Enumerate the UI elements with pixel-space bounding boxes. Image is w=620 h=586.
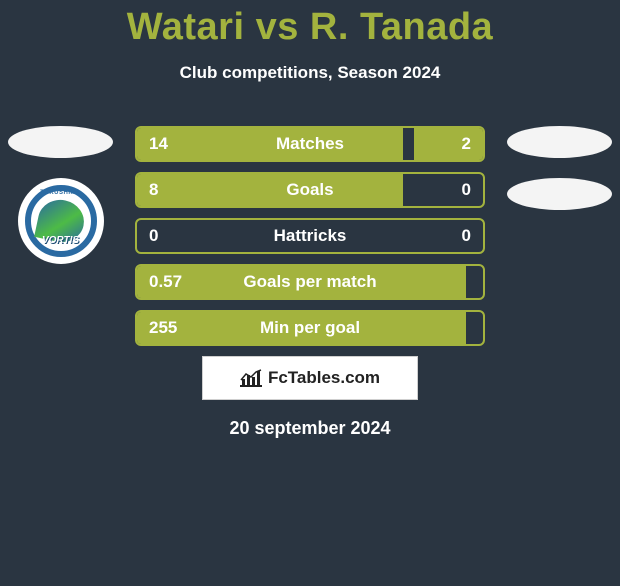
left-club-badge: TOKUSHIMA VORTIS [18, 178, 104, 264]
left-player-column: TOKUSHIMA VORTIS [8, 126, 113, 264]
stat-label: Goals per match [137, 266, 483, 298]
badge-main-text: VORTIS [18, 235, 104, 246]
stats-container: 14 Matches 2 8 Goals 0 0 Hattricks 0 0.5… [135, 126, 485, 439]
stat-label: Goals [137, 174, 483, 206]
stat-row-hattricks: 0 Hattricks 0 [135, 218, 485, 254]
brand-box[interactable]: FcTables.com [202, 356, 418, 400]
stat-label: Min per goal [137, 312, 483, 344]
badge-top-text: TOKUSHIMA [18, 190, 104, 196]
date-text: 20 september 2024 [135, 418, 485, 439]
stat-row-goals: 8 Goals 0 [135, 172, 485, 208]
brand-text: FcTables.com [268, 368, 380, 388]
stat-value-right: 0 [462, 174, 471, 206]
stat-row-min-per-goal: 255 Min per goal [135, 310, 485, 346]
page-title: Watari vs R. Tanada [0, 6, 620, 49]
stat-label: Hattricks [137, 220, 483, 252]
stat-value-right: 2 [462, 128, 471, 160]
right-player-column [507, 126, 612, 210]
stat-value-right: 0 [462, 220, 471, 252]
bar-chart-icon [240, 369, 262, 387]
page-subtitle: Club competitions, Season 2024 [0, 63, 620, 83]
stat-row-goals-per-match: 0.57 Goals per match [135, 264, 485, 300]
stat-label: Matches [137, 128, 483, 160]
left-player-photo-placeholder [8, 126, 113, 158]
right-club-badge-placeholder [507, 178, 612, 210]
right-player-photo-placeholder [507, 126, 612, 158]
stat-row-matches: 14 Matches 2 [135, 126, 485, 162]
